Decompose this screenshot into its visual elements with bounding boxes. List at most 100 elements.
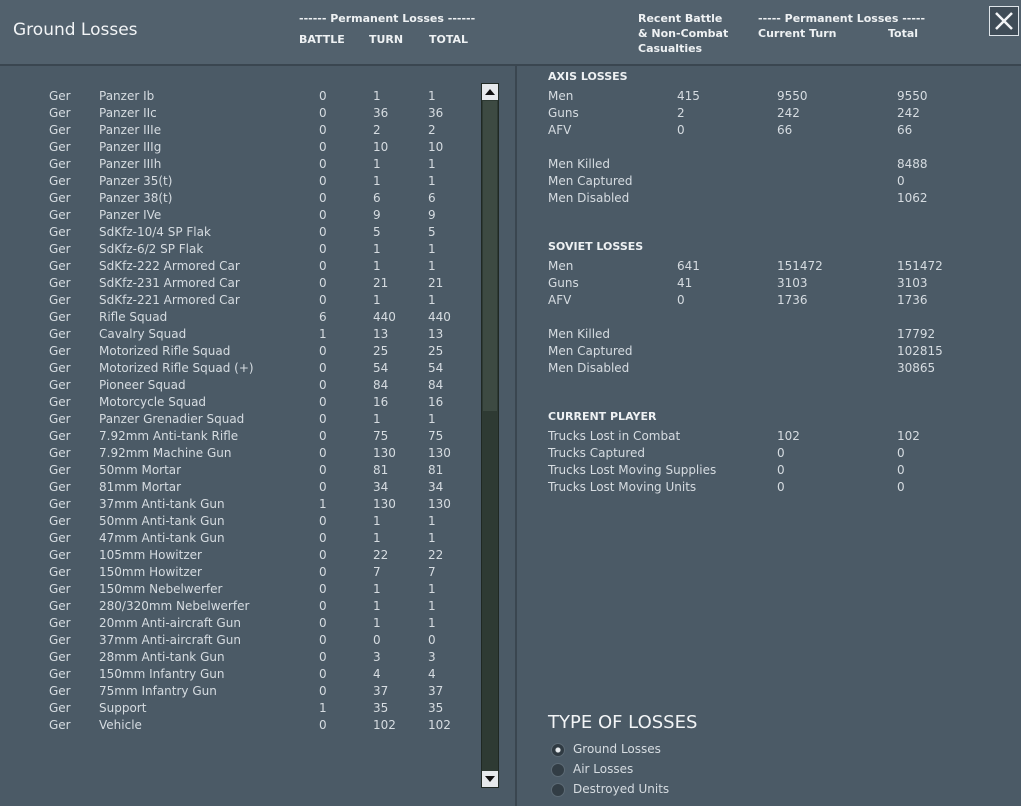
total-value: 102 — [897, 429, 920, 443]
turn-losses: 81 — [373, 463, 389, 477]
unit-name: 280/320mm Nebelwerfer — [99, 599, 250, 613]
unit-name: 20mm Anti-aircraft Gun — [99, 616, 241, 630]
recent-value: 0 — [677, 293, 685, 307]
turn-losses: 6 — [373, 191, 381, 205]
battle-losses: 0 — [319, 718, 327, 732]
radio-button[interactable] — [551, 783, 565, 797]
nation: Ger — [49, 718, 71, 732]
nation: Ger — [49, 259, 71, 273]
unit-name: Panzer Ib — [99, 89, 155, 103]
radio-label[interactable]: Air Losses — [573, 762, 634, 776]
unit-name: SdKfz-221 Armored Car — [99, 293, 240, 307]
loss-label: Men — [548, 89, 574, 103]
perm-losses-header: ----- Permanent Losses ----- — [758, 12, 926, 25]
battle-losses: 0 — [319, 242, 327, 256]
recent-header: Casualties — [638, 42, 703, 55]
total-losses: 1 — [428, 293, 436, 307]
recent-value: 415 — [677, 89, 700, 103]
turn-losses: 1 — [373, 582, 381, 596]
unit-name: Panzer IVe — [99, 208, 162, 222]
nation: Ger — [49, 701, 71, 715]
battle-losses: 0 — [319, 531, 327, 545]
nation: Ger — [49, 650, 71, 664]
turn-losses: 440 — [373, 310, 396, 324]
unit-name: Vehicle — [99, 718, 142, 732]
battle-losses: 0 — [319, 633, 327, 647]
turn-losses: 35 — [373, 701, 389, 715]
nation: Ger — [49, 140, 71, 154]
total-losses: 1 — [428, 531, 436, 545]
nation: Ger — [49, 565, 71, 579]
radio-button[interactable] — [551, 763, 565, 777]
total-losses: 25 — [428, 344, 444, 358]
battle-losses: 0 — [319, 89, 327, 103]
nation: Ger — [49, 225, 71, 239]
total-losses: 13 — [428, 327, 444, 341]
unit-name: Panzer IIIg — [99, 140, 162, 154]
unit-name: Panzer IIIe — [99, 123, 162, 137]
battle-losses: 0 — [319, 344, 327, 358]
turn-losses: 1 — [373, 514, 381, 528]
scrollbar[interactable] — [481, 83, 499, 788]
window-title: Ground Losses — [13, 20, 138, 40]
scroll-down[interactable] — [482, 771, 498, 787]
unit-name: SdKfz-231 Armored Car — [99, 276, 240, 290]
battle-losses: 1 — [319, 701, 327, 715]
scroll-thumb[interactable] — [483, 101, 497, 411]
radio-button[interactable] — [551, 743, 565, 757]
nation: Ger — [49, 157, 71, 171]
nation: Ger — [49, 582, 71, 596]
unit-name: 50mm Mortar — [99, 463, 182, 477]
unit-name: 150mm Howitzer — [99, 565, 202, 579]
turn-losses: 13 — [373, 327, 389, 341]
nation: Ger — [49, 191, 71, 205]
panel-divider — [515, 66, 517, 806]
radio-label[interactable]: Ground Losses — [573, 742, 661, 756]
nation: Ger — [49, 89, 71, 103]
battle-losses: 0 — [319, 599, 327, 613]
total-losses: 1 — [428, 616, 436, 630]
total-losses: 75 — [428, 429, 444, 443]
scroll-up[interactable] — [482, 84, 498, 100]
battle-losses: 0 — [319, 463, 327, 477]
unit-name: Cavalry Squad — [99, 327, 187, 341]
nation: Ger — [49, 293, 71, 307]
nation: Ger — [49, 667, 71, 681]
battle-losses: 0 — [319, 650, 327, 664]
radio-label[interactable]: Destroyed Units — [573, 782, 670, 796]
loss-label: Men Disabled — [548, 361, 630, 375]
unit-name: Panzer IIIh — [99, 157, 162, 171]
turn-losses: 1 — [373, 293, 381, 307]
turn-losses: 21 — [373, 276, 389, 290]
nation: Ger — [49, 327, 71, 341]
turn-losses: 54 — [373, 361, 389, 375]
unit-name: Motorized Rifle Squad — [99, 344, 231, 358]
loss-label: AFV — [548, 123, 572, 137]
total-losses: 34 — [428, 480, 444, 494]
total-losses: 1 — [428, 582, 436, 596]
header-bar — [0, 0, 1021, 66]
unit-name: SdKfz-222 Armored Car — [99, 259, 240, 273]
unit-name: 150mm Nebelwerfer — [99, 582, 223, 596]
battle-losses: 1 — [319, 327, 327, 341]
unit-name: 150mm Infantry Gun — [99, 667, 225, 681]
section-title: CURRENT PLAYER — [548, 410, 657, 423]
total-value: 0 — [897, 480, 905, 494]
nation: Ger — [49, 123, 71, 137]
unit-name: Panzer IIc — [99, 106, 157, 120]
loss-label: Trucks Lost Moving Supplies — [548, 463, 717, 477]
total-losses: 21 — [428, 276, 444, 290]
current-value: 102 — [777, 429, 800, 443]
unit-name: Pioneer Squad — [99, 378, 186, 392]
total-value: 0 — [897, 446, 905, 460]
turn-losses: 1 — [373, 89, 381, 103]
type-title: TYPE OF LOSSES — [548, 712, 698, 733]
turn-losses: 1 — [373, 174, 381, 188]
battle-losses: 0 — [319, 174, 327, 188]
total-losses: 0 — [428, 633, 436, 647]
unit-name: 81mm Mortar — [99, 480, 182, 494]
recent-header: & Non-Combat — [638, 27, 729, 40]
nation: Ger — [49, 446, 71, 460]
close-button[interactable] — [989, 6, 1019, 36]
